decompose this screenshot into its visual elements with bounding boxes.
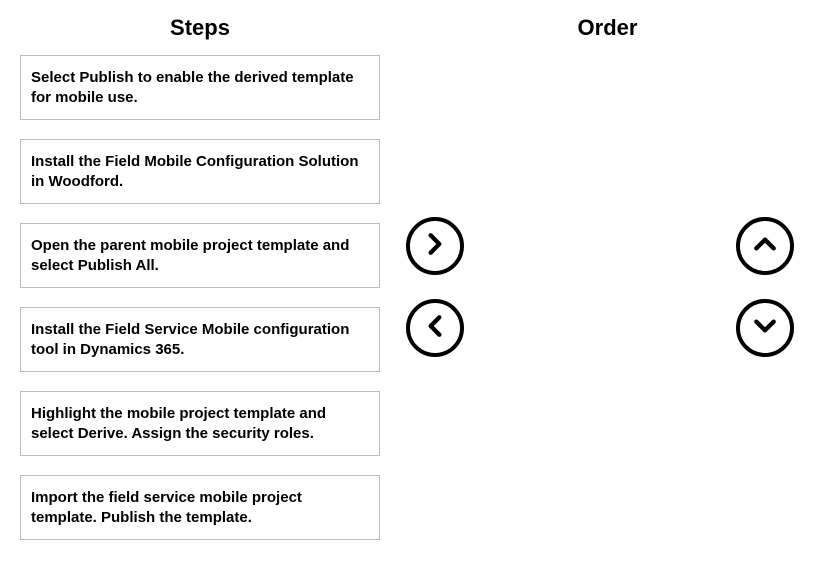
move-up-button[interactable]: [736, 217, 794, 275]
chevron-up-icon: [752, 231, 778, 262]
order-column: Order: [490, 15, 725, 559]
step-item[interactable]: Open the parent mobile project template …: [20, 223, 380, 288]
step-item[interactable]: Select Publish to enable the derived tem…: [20, 55, 380, 120]
steps-header: Steps: [20, 15, 380, 41]
steps-column: Steps Select Publish to enable the deriv…: [20, 15, 380, 559]
move-buttons-column: [380, 15, 490, 559]
step-item[interactable]: Highlight the mobile project template an…: [20, 391, 380, 456]
step-item[interactable]: Install the Field Service Mobile configu…: [20, 307, 380, 372]
order-header: Order: [490, 15, 725, 41]
step-item[interactable]: Install the Field Mobile Configuration S…: [20, 139, 380, 204]
ordering-widget: Steps Select Publish to enable the deriv…: [20, 15, 805, 559]
chevron-right-icon: [422, 231, 448, 262]
reorder-buttons-column: [725, 15, 805, 559]
step-item[interactable]: Import the field service mobile project …: [20, 475, 380, 540]
move-down-button[interactable]: [736, 299, 794, 357]
move-left-button[interactable]: [406, 299, 464, 357]
chevron-down-icon: [752, 313, 778, 344]
move-right-button[interactable]: [406, 217, 464, 275]
chevron-left-icon: [422, 313, 448, 344]
